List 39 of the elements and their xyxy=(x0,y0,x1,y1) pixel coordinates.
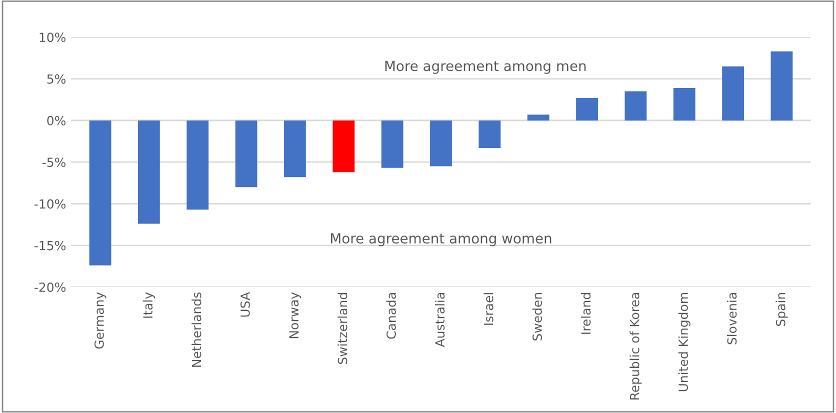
x-tick-label: Australia xyxy=(434,293,445,348)
y-tick-label: -20% xyxy=(34,282,66,292)
x-tick-label: Germany xyxy=(94,292,106,349)
annotation: More agreement among women xyxy=(331,233,552,246)
bar xyxy=(138,120,160,224)
x-tick-label: Italy xyxy=(142,292,155,318)
x-tick-label: Netherlands xyxy=(192,292,202,367)
x-tick-label: United Kingdom xyxy=(678,292,690,392)
x-tick-label: Slovenia xyxy=(726,293,737,344)
x-tick-label: Israel xyxy=(484,293,494,325)
bar xyxy=(527,114,550,120)
bar xyxy=(624,91,647,120)
y-tick-label: -15% xyxy=(34,240,66,250)
x-tick-label: Canada xyxy=(386,293,396,339)
y-tick-label: 10% xyxy=(40,32,66,42)
y-tick-label: 0% xyxy=(47,116,66,126)
bar xyxy=(576,98,598,120)
bar xyxy=(235,120,258,188)
bar xyxy=(430,120,452,166)
y-tick-label: -5% xyxy=(42,158,66,168)
x-tick-label: USA xyxy=(240,292,250,317)
x-tick-label: Norway xyxy=(289,292,302,338)
x-tick-label: Sweden xyxy=(532,292,542,340)
bar xyxy=(381,120,404,168)
bar xyxy=(89,120,112,266)
y-tick-label: 5% xyxy=(47,74,66,84)
x-tick-label: Switzerland xyxy=(338,293,348,364)
x-tick-label: Republic of Korea xyxy=(630,293,642,400)
bar xyxy=(332,120,355,172)
x-tick-label: Ireland xyxy=(580,293,591,334)
y-tick-label: -10% xyxy=(34,199,66,209)
x-tick-label: Spain xyxy=(776,292,788,326)
bar xyxy=(284,120,306,178)
annotation: More agreement among men xyxy=(385,60,586,74)
bar xyxy=(673,88,696,120)
bar xyxy=(478,120,501,148)
bar xyxy=(770,51,793,120)
bar xyxy=(186,120,209,210)
bar xyxy=(722,66,744,120)
